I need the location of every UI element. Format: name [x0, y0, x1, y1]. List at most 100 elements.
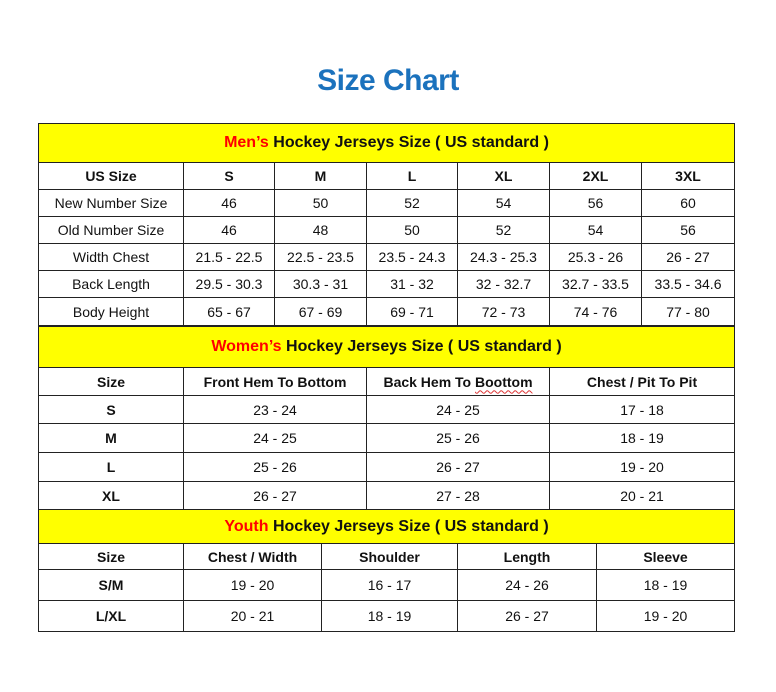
column-header-label: Front Hem To Bottom	[203, 373, 347, 390]
column-header-label: 3XL	[675, 168, 701, 184]
column-header: Front Hem To Bottom	[183, 367, 367, 396]
section-header-text: Hockey Jerseys Size ( US standard )	[268, 517, 549, 535]
column-header-row: Size Front Hem To Bottom Back Hem To Boott…	[38, 367, 736, 396]
table-row: L/XL 20 - 21 18 - 19 26 - 27 19 - 20	[38, 600, 736, 632]
column-header: 3XL	[640, 162, 736, 190]
table-cell: 26 - 27	[366, 452, 550, 482]
row-label: M	[38, 423, 184, 453]
men-section-header: Men’s Hockey Jerseys Size ( US standard …	[37, 123, 736, 163]
row-label: Body Height	[38, 297, 184, 326]
section-header-highlight: Youth	[224, 517, 269, 535]
column-header-label: 2XL	[582, 168, 609, 184]
column-header: Sleeve	[595, 543, 736, 570]
column-header-label: XL	[494, 168, 513, 184]
table-row: Back Length 29.5 - 30.3 30.3 - 31 31 - 32 32…	[38, 270, 736, 298]
table-cell: 25.3 - 26	[549, 243, 642, 271]
table-cell: 46	[183, 189, 275, 217]
table-cell: 17 - 18	[548, 395, 736, 424]
table-cell: 26 - 27	[457, 600, 597, 632]
table-cell: 19 - 20	[548, 452, 736, 482]
table-cell: 74 - 76	[549, 297, 642, 326]
row-label: L	[38, 452, 184, 482]
table-cell: 65 - 67	[183, 297, 275, 326]
column-header-label: Back Hem To Boottom	[383, 373, 533, 390]
table-cell: 18 - 19	[595, 569, 736, 601]
youth-section-header: Youth Hockey Jerseys Size ( US standard …	[37, 509, 736, 544]
table-row: XL 26 - 27 27 - 28 20 - 21	[38, 481, 736, 510]
table-cell: 18 - 19	[548, 423, 736, 453]
table-cell: 16 - 17	[321, 569, 458, 601]
column-header-label: L	[407, 168, 417, 184]
column-header-label: Size	[96, 548, 125, 565]
section-header-highlight: Women’s	[211, 338, 282, 355]
column-header: M	[274, 162, 367, 190]
column-header-label: S	[224, 168, 234, 184]
table-cell: 52	[366, 189, 458, 217]
table-cell: 54	[549, 216, 642, 244]
table-cell: 72 - 73	[457, 297, 550, 326]
table-cell: 54	[457, 189, 550, 217]
table-cell: 19 - 20	[183, 569, 322, 601]
table-cell: 24 - 25	[366, 395, 550, 424]
column-header: US Size	[38, 162, 184, 190]
table-cell: 23.5 - 24.3	[366, 243, 458, 271]
column-header-label: Size	[96, 373, 125, 390]
row-label: XL	[38, 481, 184, 510]
table-cell: 32 - 32.7	[457, 270, 550, 298]
table-cell: 48	[274, 216, 367, 244]
table-cell: 26 - 27	[183, 481, 367, 510]
table-cell: 46	[183, 216, 275, 244]
table-cell: 56	[640, 216, 736, 244]
table-cell: 20 - 21	[548, 481, 736, 510]
row-label: New Number Size	[38, 189, 184, 217]
youth-size-table: Youth Hockey Jerseys Size ( US standard …	[37, 509, 736, 632]
table-cell: 24.3 - 25.3	[457, 243, 550, 271]
column-header-label: Chest / Pit To Pit	[586, 373, 698, 390]
table-cell: 20 - 21	[183, 600, 322, 632]
column-header: XL	[457, 162, 550, 190]
men-size-table: Men’s Hockey Jerseys Size ( US standard …	[37, 123, 736, 326]
column-header-label: M	[314, 168, 327, 184]
table-cell: 50	[366, 216, 458, 244]
section-header-highlight: Men’s	[224, 134, 269, 151]
table-cell: 24 - 25	[183, 423, 367, 453]
table-row: New Number Size 46 50 52 54 56 60	[38, 189, 736, 217]
table-cell: 33.5 - 34.6	[640, 270, 736, 298]
table-cell: 32.7 - 33.5	[549, 270, 642, 298]
row-label: Width Chest	[38, 243, 184, 271]
table-cell: 77 - 80	[640, 297, 736, 326]
table-row: S/M 19 - 20 16 - 17 24 - 26 18 - 19	[38, 569, 736, 601]
page-title: Size Chart	[317, 64, 459, 97]
table-cell: 23 - 24	[183, 395, 367, 424]
column-header: Length	[457, 543, 597, 570]
table-cell: 67 - 69	[274, 297, 367, 326]
column-header: Size	[38, 367, 184, 396]
section-header-text: Hockey Jerseys Size ( US standard )	[281, 338, 562, 355]
table-row: L 25 - 26 26 - 27 19 - 20	[38, 452, 736, 482]
column-header: Chest / Width	[183, 543, 322, 570]
table-cell: 27 - 28	[366, 481, 550, 510]
table-cell: 30.3 - 31	[274, 270, 367, 298]
column-header-label: Shoulder	[359, 548, 420, 565]
table-row: M 24 - 25 25 - 26 18 - 19	[38, 423, 736, 453]
women-section-header: Women’s Hockey Jerseys Size ( US standar…	[37, 326, 736, 368]
table-cell: 69 - 71	[366, 297, 458, 326]
column-header: 2XL	[549, 162, 642, 190]
column-header-label: US Size	[85, 168, 137, 184]
table-cell: 56	[549, 189, 642, 217]
table-cell: 60	[640, 189, 736, 217]
column-header: S	[183, 162, 275, 190]
table-cell: 22.5 - 23.5	[274, 243, 367, 271]
table-cell: 21.5 - 22.5	[183, 243, 275, 271]
table-cell: 25 - 26	[366, 423, 550, 453]
table-row: Width Chest 21.5 - 22.5 22.5 - 23.5 23.5 - …	[38, 243, 736, 271]
column-header: L	[366, 162, 458, 190]
table-cell: 29.5 - 30.3	[183, 270, 275, 298]
column-header-label: Chest / Width	[207, 548, 298, 565]
table-cell: 26 - 27	[640, 243, 736, 271]
table-cell: 24 - 26	[457, 569, 597, 601]
row-label: Old Number Size	[38, 216, 184, 244]
table-cell: 25 - 26	[183, 452, 367, 482]
row-label: S	[38, 395, 184, 424]
column-header-label: Sleeve	[643, 548, 688, 565]
